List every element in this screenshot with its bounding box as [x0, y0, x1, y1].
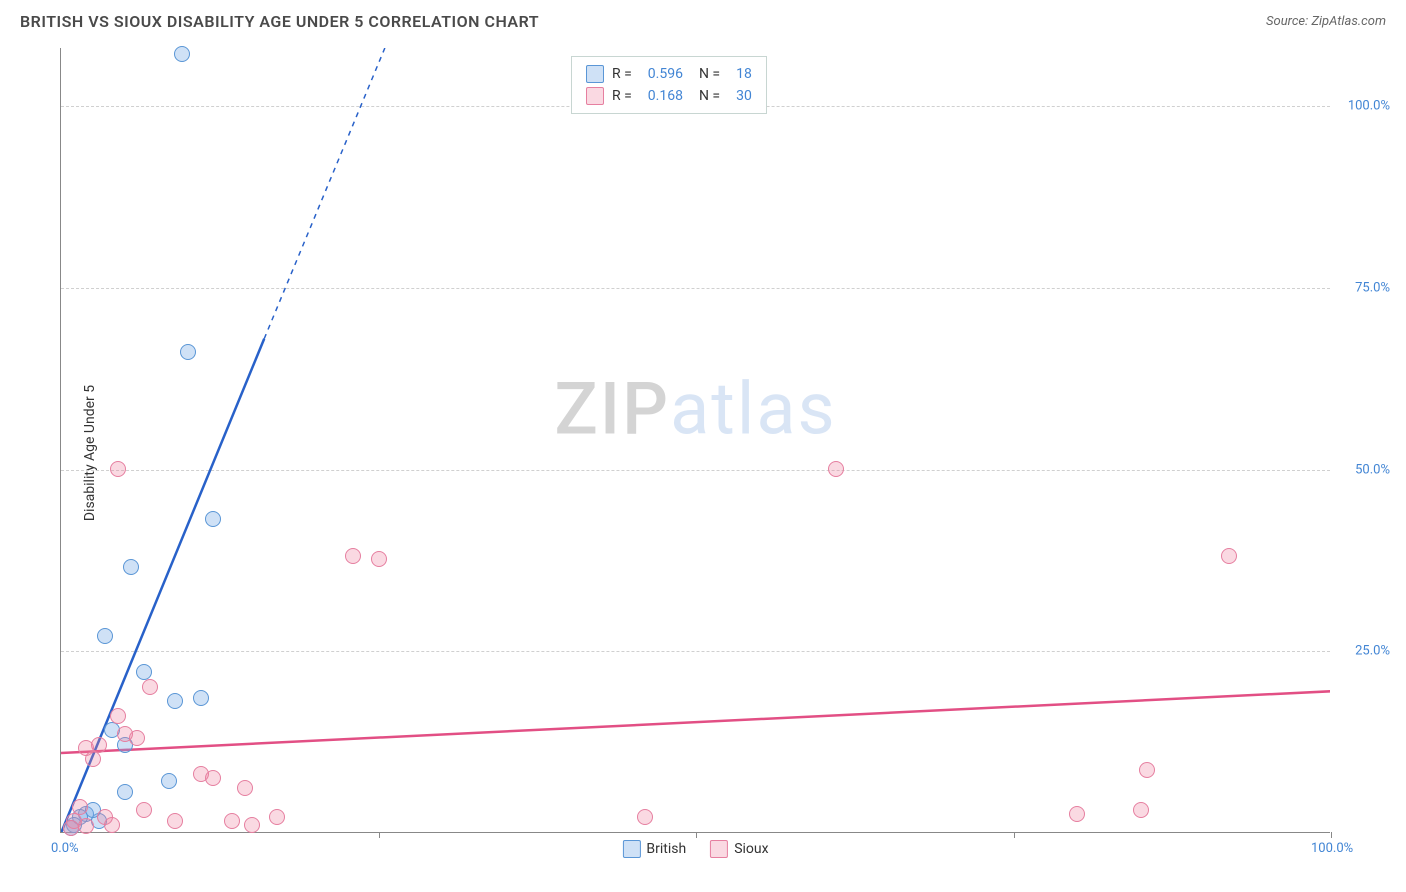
data-point — [205, 770, 221, 786]
data-point — [63, 820, 79, 836]
data-point — [180, 344, 196, 360]
stats-legend: R = 0.596 N = 18 R = 0.168 N = 30 — [571, 56, 767, 114]
source-attribution: Source: ZipAtlas.com — [1266, 14, 1386, 29]
data-point — [167, 813, 183, 829]
data-point — [371, 551, 387, 567]
y-tick-label: 50.0% — [1355, 462, 1390, 477]
data-point — [828, 461, 844, 477]
data-point — [97, 809, 113, 825]
legend-label: Sioux — [734, 841, 768, 857]
data-point — [244, 817, 260, 833]
legend-item: British — [622, 840, 686, 858]
data-point — [167, 693, 183, 709]
x-tick — [1331, 832, 1332, 838]
header: BRITISH VS SIOUX DISABILITY AGE UNDER 5 … — [0, 0, 1406, 39]
watermark: ZIPatlas — [554, 366, 836, 451]
n-value: 18 — [736, 66, 752, 82]
data-point — [193, 690, 209, 706]
data-point — [72, 799, 88, 815]
n-value: 30 — [736, 88, 752, 104]
x-tick-label: 0.0% — [51, 841, 79, 856]
data-point — [345, 548, 361, 564]
x-tick — [379, 832, 380, 838]
stats-legend-row: R = 0.168 N = 30 — [586, 85, 752, 107]
r-label: R = — [612, 66, 632, 82]
legend-label: British — [646, 841, 686, 857]
data-point — [1133, 802, 1149, 818]
chart-area: Disability Age Under 5 ZIPatlas 25.0%50.… — [50, 48, 1390, 858]
data-point — [129, 730, 145, 746]
trendlines — [61, 48, 1330, 832]
data-point — [110, 708, 126, 724]
r-value: 0.596 — [648, 66, 683, 82]
n-label: N = — [699, 66, 720, 82]
x-tick-label: 100.0% — [1311, 841, 1353, 856]
legend-swatch — [622, 840, 640, 858]
r-label: R = — [612, 88, 632, 104]
data-point — [637, 809, 653, 825]
y-tick-label: 25.0% — [1355, 644, 1390, 659]
data-point — [269, 809, 285, 825]
data-point — [110, 461, 126, 477]
gridline — [61, 288, 1330, 289]
data-point — [85, 751, 101, 767]
data-point — [205, 511, 221, 527]
data-point — [136, 802, 152, 818]
y-tick-label: 100.0% — [1348, 99, 1390, 114]
data-point — [117, 784, 133, 800]
r-value: 0.168 — [648, 88, 683, 104]
stats-legend-row: R = 0.596 N = 18 — [586, 63, 752, 85]
data-point — [97, 628, 113, 644]
gridline — [61, 470, 1330, 471]
gridline — [61, 651, 1330, 652]
legend-swatch — [586, 65, 604, 83]
data-point — [123, 559, 139, 575]
y-tick-label: 75.0% — [1355, 280, 1390, 295]
data-point — [1069, 806, 1085, 822]
x-tick — [696, 832, 697, 838]
data-point — [142, 679, 158, 695]
legend-swatch — [586, 87, 604, 105]
data-point — [1139, 762, 1155, 778]
data-point — [174, 46, 190, 62]
trend-line-dashed — [264, 48, 385, 339]
data-point — [1221, 548, 1237, 564]
chart-title: BRITISH VS SIOUX DISABILITY AGE UNDER 5 … — [20, 12, 539, 31]
trend-line — [61, 691, 1330, 753]
n-label: N = — [699, 88, 720, 104]
legend-swatch — [710, 840, 728, 858]
plot-region: ZIPatlas 25.0%50.0%75.0%100.0%0.0%100.0%… — [60, 48, 1330, 833]
data-point — [224, 813, 240, 829]
legend-item: Sioux — [710, 840, 768, 858]
x-tick — [1014, 832, 1015, 838]
data-point — [237, 780, 253, 796]
data-point — [161, 773, 177, 789]
series-legend: British Sioux — [622, 840, 768, 858]
